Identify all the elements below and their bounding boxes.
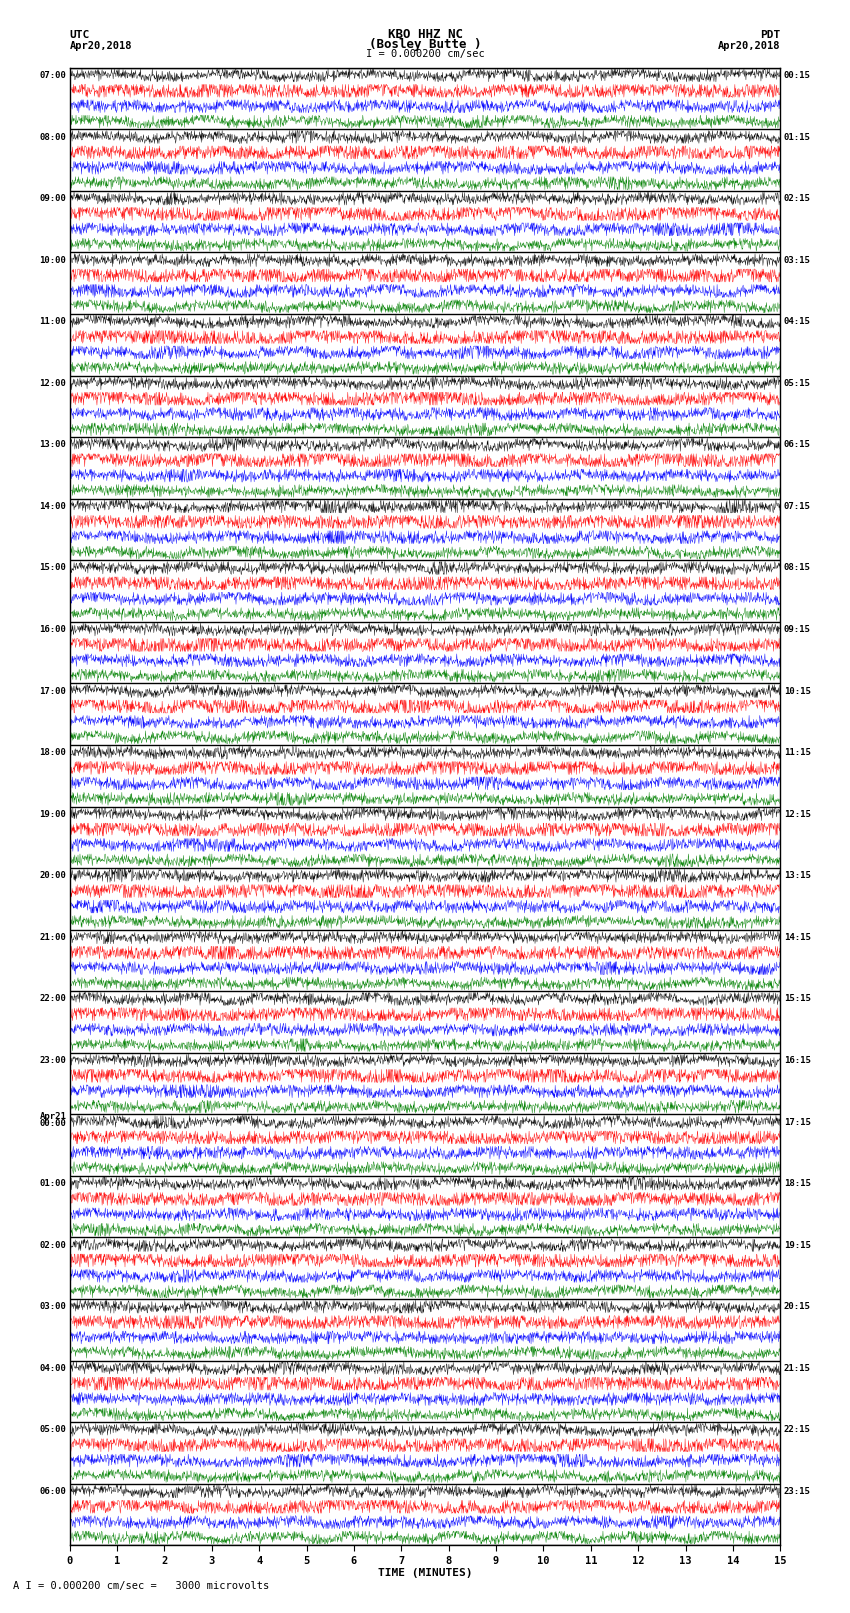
- Text: 06:15: 06:15: [784, 440, 811, 450]
- Text: 10:15: 10:15: [784, 687, 811, 695]
- Text: 02:00: 02:00: [39, 1240, 66, 1250]
- Text: 09:15: 09:15: [784, 624, 811, 634]
- Text: 16:00: 16:00: [39, 624, 66, 634]
- Text: 14:15: 14:15: [784, 932, 811, 942]
- Text: PDT: PDT: [760, 29, 780, 40]
- Text: Apr21: Apr21: [39, 1111, 66, 1121]
- Text: Apr20,2018: Apr20,2018: [70, 40, 133, 52]
- Text: 18:00: 18:00: [39, 748, 66, 756]
- Text: 22:00: 22:00: [39, 994, 66, 1003]
- Text: 05:15: 05:15: [784, 379, 811, 387]
- Text: I = 0.000200 cm/sec: I = 0.000200 cm/sec: [366, 48, 484, 60]
- Text: 06:00: 06:00: [39, 1487, 66, 1495]
- Text: 17:15: 17:15: [784, 1118, 811, 1126]
- Text: 12:15: 12:15: [784, 810, 811, 819]
- Text: 20:00: 20:00: [39, 871, 66, 881]
- Text: 04:00: 04:00: [39, 1363, 66, 1373]
- Text: 07:00: 07:00: [39, 71, 66, 81]
- Text: 17:00: 17:00: [39, 687, 66, 695]
- Text: A I = 0.000200 cm/sec =   3000 microvolts: A I = 0.000200 cm/sec = 3000 microvolts: [13, 1581, 269, 1590]
- Text: 19:00: 19:00: [39, 810, 66, 819]
- Text: 15:15: 15:15: [784, 994, 811, 1003]
- Text: 11:15: 11:15: [784, 748, 811, 756]
- Text: 18:15: 18:15: [784, 1179, 811, 1189]
- Text: 11:00: 11:00: [39, 318, 66, 326]
- Text: 12:00: 12:00: [39, 379, 66, 387]
- Text: 23:15: 23:15: [784, 1487, 811, 1495]
- Text: 22:15: 22:15: [784, 1426, 811, 1434]
- Text: 20:15: 20:15: [784, 1302, 811, 1311]
- Text: 13:15: 13:15: [784, 871, 811, 881]
- Text: 08:15: 08:15: [784, 563, 811, 573]
- Text: 07:15: 07:15: [784, 502, 811, 511]
- Text: KBO HHZ NC: KBO HHZ NC: [388, 27, 462, 42]
- Text: 01:00: 01:00: [39, 1179, 66, 1189]
- Text: 21:15: 21:15: [784, 1363, 811, 1373]
- Text: 04:15: 04:15: [784, 318, 811, 326]
- Text: 03:15: 03:15: [784, 255, 811, 265]
- Text: 00:15: 00:15: [784, 71, 811, 81]
- Text: 23:00: 23:00: [39, 1057, 66, 1065]
- Text: 00:00: 00:00: [39, 1119, 66, 1127]
- Text: 02:15: 02:15: [784, 194, 811, 203]
- Text: 14:00: 14:00: [39, 502, 66, 511]
- Text: 10:00: 10:00: [39, 255, 66, 265]
- Text: UTC: UTC: [70, 29, 90, 40]
- Text: 05:00: 05:00: [39, 1426, 66, 1434]
- Text: 09:00: 09:00: [39, 194, 66, 203]
- Text: 01:15: 01:15: [784, 132, 811, 142]
- Text: 21:00: 21:00: [39, 932, 66, 942]
- Text: Apr20,2018: Apr20,2018: [717, 40, 780, 52]
- X-axis label: TIME (MINUTES): TIME (MINUTES): [377, 1568, 473, 1579]
- Text: 16:15: 16:15: [784, 1057, 811, 1065]
- Text: 15:00: 15:00: [39, 563, 66, 573]
- Text: 13:00: 13:00: [39, 440, 66, 450]
- Text: 19:15: 19:15: [784, 1240, 811, 1250]
- Text: 03:00: 03:00: [39, 1302, 66, 1311]
- Text: 08:00: 08:00: [39, 132, 66, 142]
- Text: (Bosley Butte ): (Bosley Butte ): [369, 37, 481, 52]
